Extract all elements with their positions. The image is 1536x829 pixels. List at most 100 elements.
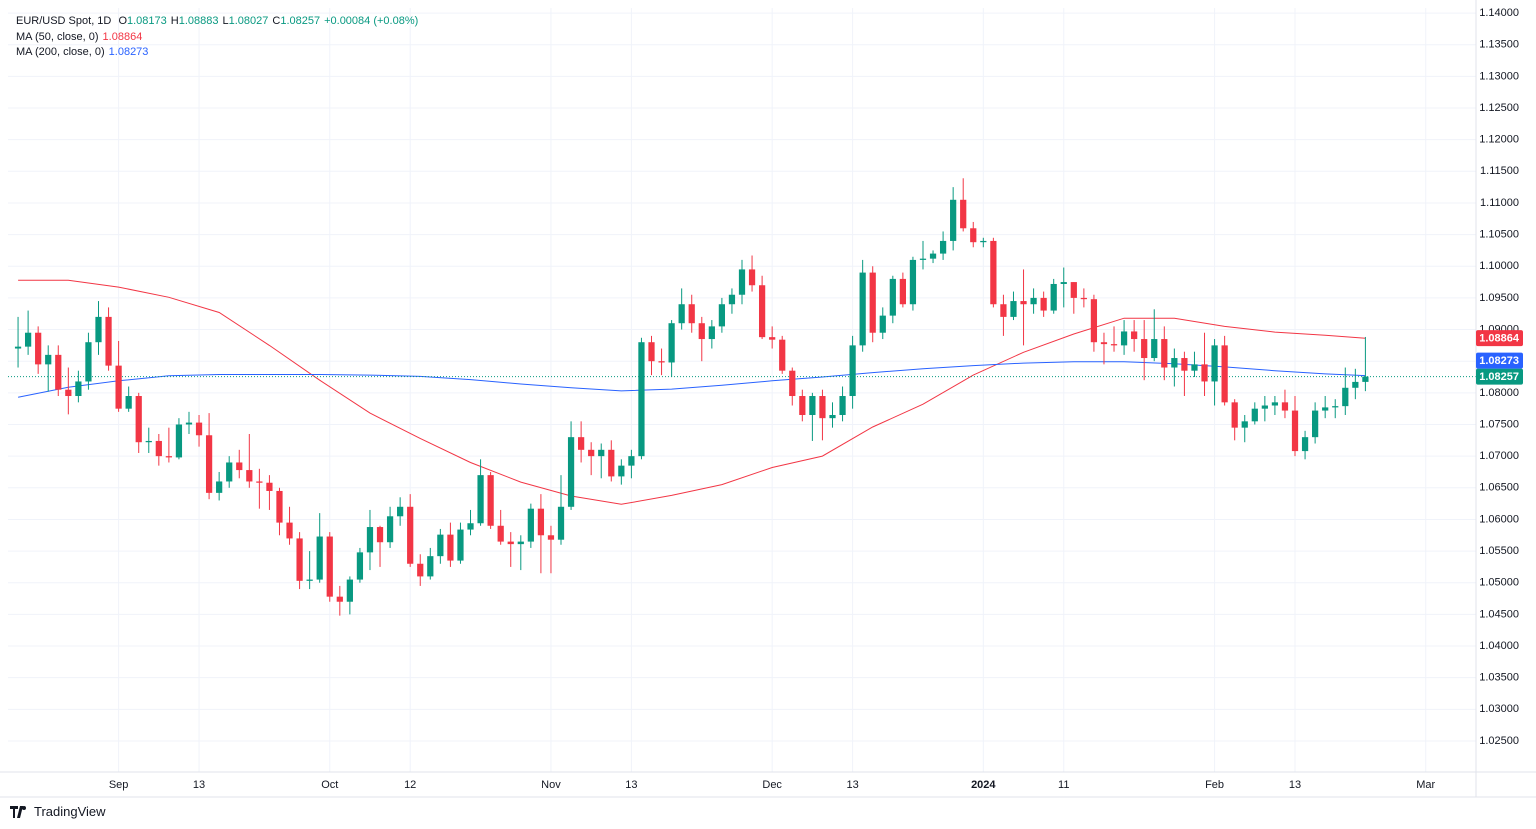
candle-body — [1281, 402, 1289, 411]
symbol-title: EUR/USD Spot, 1D — [16, 15, 112, 27]
candle-body — [899, 278, 906, 305]
y-tick-label: 1.06500 — [1479, 482, 1519, 494]
y-tick-label: 1.03500 — [1479, 672, 1519, 684]
ohlc-label: H — [170, 15, 179, 27]
candle-body — [125, 396, 132, 409]
candle-body — [758, 285, 766, 338]
candle-body — [839, 396, 846, 416]
candle-body — [1301, 437, 1309, 452]
candle-body — [246, 470, 253, 482]
candle-body — [638, 342, 645, 457]
candle-body — [648, 342, 655, 362]
x-tick-label: Sep — [109, 779, 129, 791]
y-tick-label: 1.06000 — [1479, 513, 1519, 525]
ohlc-value: 1.08027 — [228, 15, 269, 27]
y-tick-label: 1.07000 — [1479, 450, 1519, 462]
y-tick-label: 1.03000 — [1479, 703, 1519, 715]
candle-body — [829, 415, 836, 419]
candle-body — [356, 552, 364, 580]
candle-body — [286, 522, 293, 539]
ma-name: MA (50, close, 0) — [16, 30, 99, 43]
ma-legend-row: MA (200, close, 0) 1.08273 — [16, 45, 426, 61]
candle-body — [919, 258, 927, 260]
candle-body — [738, 269, 746, 295]
candle-body — [1181, 358, 1188, 371]
ohlc-value: 1.08173 — [127, 15, 167, 27]
candle-body — [1352, 381, 1359, 388]
candle-body — [467, 523, 474, 530]
candle-body — [1261, 405, 1268, 409]
candle-body — [1080, 297, 1087, 300]
x-tick-label: 2024 — [971, 779, 996, 791]
candle-body — [55, 354, 62, 390]
candle-body — [1332, 406, 1339, 408]
ohlc-values: O1.08173 H1.08883 L1.08027 C1.08257 +0.00084… — [118, 15, 422, 27]
candle-body — [437, 534, 444, 557]
candle-body — [859, 272, 866, 346]
candle-body — [1161, 339, 1168, 368]
y-tick-label: 1.09500 — [1479, 292, 1519, 304]
candle-body — [537, 508, 545, 536]
candle-body — [527, 508, 534, 542]
x-tick-label: Nov — [541, 779, 561, 791]
y-tick-label: 1.04500 — [1479, 608, 1519, 620]
candle-body — [1362, 376, 1369, 382]
y-tick-label: 1.10000 — [1479, 260, 1519, 272]
candle-body — [1000, 304, 1007, 317]
candle-body — [1201, 364, 1208, 382]
ma-rows: MA (50, close, 0) 1.08864 MA (200, close, … — [16, 30, 426, 61]
candle-body — [226, 462, 233, 482]
candle-body — [487, 475, 494, 526]
candle-body — [65, 389, 72, 397]
y-tick-label: 1.11000 — [1480, 197, 1519, 209]
legend: EUR/USD Spot, 1D O1.08173 H1.08883 L1.0802… — [16, 14, 426, 61]
candle-body — [1040, 297, 1047, 311]
candle-body — [1010, 301, 1017, 317]
ma-name: MA (200, close, 0) — [16, 46, 105, 58]
candle-body — [85, 342, 92, 382]
candle-body — [427, 556, 434, 577]
candle-body — [547, 535, 555, 540]
candle-body — [326, 536, 333, 597]
x-tick-label: 13 — [193, 779, 205, 791]
candle-body — [336, 596, 343, 602]
y-tick-label: 1.07500 — [1479, 418, 1519, 430]
y-tick-label: 1.13500 — [1479, 39, 1519, 51]
candle-body — [75, 381, 82, 397]
x-tick-label: 13 — [1289, 779, 1301, 791]
candle-body — [909, 259, 917, 305]
candle-body — [939, 240, 947, 254]
candle-body — [105, 316, 112, 366]
logo — [10, 805, 26, 818]
candle-body — [970, 228, 977, 243]
ohlc-change: +0.00084 (+0.08%) — [324, 15, 419, 27]
y-tick-label: 1.13000 — [1479, 70, 1519, 82]
candle-body — [608, 449, 615, 477]
ma-legend-row: MA (50, close, 0) 1.08864 — [16, 30, 426, 46]
y-tick-label: 1.05000 — [1479, 577, 1519, 589]
ohlc-value: 1.08883 — [178, 15, 219, 27]
candle-body — [45, 354, 52, 365]
price-label: 1.08273 — [1479, 355, 1519, 367]
candle-body — [1070, 282, 1077, 298]
candle-body — [628, 456, 635, 466]
candle-body — [266, 482, 273, 491]
candle-body — [35, 332, 42, 365]
candle-body — [668, 323, 675, 363]
candle-body — [185, 422, 193, 425]
candle-body — [316, 536, 323, 580]
candle-body — [1050, 283, 1057, 311]
candle-body — [1151, 339, 1158, 359]
candle-body — [407, 506, 414, 564]
candle-body — [1271, 402, 1279, 406]
candle-body — [1322, 407, 1329, 411]
price-label: 1.08257 — [1479, 371, 1519, 383]
candle-body — [688, 304, 695, 324]
candle-body — [929, 253, 937, 259]
y-tick-label: 1.05500 — [1479, 545, 1519, 557]
watermark-text: TradingView — [34, 804, 106, 819]
candle-body — [1100, 342, 1108, 345]
candle-body — [718, 304, 726, 327]
price-label-box — [1476, 368, 1523, 385]
